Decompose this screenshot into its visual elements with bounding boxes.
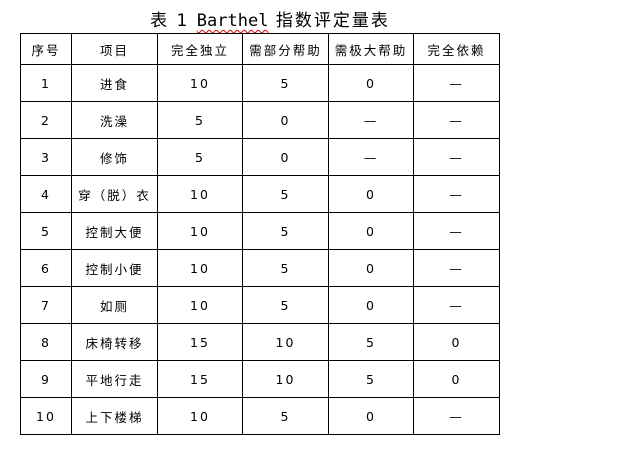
table-cell: 5 <box>157 101 243 139</box>
table-cell: 0 <box>328 249 414 287</box>
table-cell: — <box>413 286 500 324</box>
table-cell: 10 <box>157 64 243 102</box>
table-cell: 10 <box>157 175 243 213</box>
table-cell: 0 <box>413 323 500 361</box>
table-cell: 5 <box>328 360 414 398</box>
table-cell: — <box>413 101 500 139</box>
table-cell: 5 <box>242 397 329 435</box>
table-cell: 0 <box>328 397 414 435</box>
table-cell: — <box>413 397 500 435</box>
table-cell: 10 <box>157 212 243 250</box>
title-barthel: Barthel <box>196 11 269 31</box>
table-cell: 0 <box>242 101 329 139</box>
table-cell: 10 <box>242 360 329 398</box>
table-cell: — <box>413 249 500 287</box>
table-cell: 穿（脱）衣 <box>71 175 158 213</box>
table-row: 9 平地行走 15 10 5 0 <box>20 360 500 398</box>
table-cell: 0 <box>413 360 500 398</box>
table-cell: — <box>413 138 500 176</box>
table-row: 8 床椅转移 15 10 5 0 <box>20 323 500 361</box>
column-header: 完全独立 <box>157 33 243 65</box>
table-cell: 8 <box>20 323 72 361</box>
table-row: 7 如厕 10 5 0— <box>20 286 500 324</box>
table-cell: 3 <box>20 138 72 176</box>
table-cell: 控制小便 <box>71 249 158 287</box>
table-cell: — <box>328 101 414 139</box>
table-row: 3 修饰 5 0— — <box>20 138 500 176</box>
table-cell: 5 <box>242 249 329 287</box>
column-header: 需极大帮助 <box>328 33 414 65</box>
table-cell: 10 <box>242 323 329 361</box>
table-cell: 0 <box>242 138 329 176</box>
table-cell: 5 <box>242 64 329 102</box>
table-cell: 上下楼梯 <box>71 397 158 435</box>
table-cell: 5 <box>242 175 329 213</box>
column-header: 需部分帮助 <box>242 33 329 65</box>
table-cell: — <box>413 175 500 213</box>
table-row: 4 穿（脱）衣 10 5 0— <box>20 175 500 213</box>
table-row: 2 洗澡 5 0— — <box>20 101 500 139</box>
table-cell: 10 <box>157 397 243 435</box>
table-cell: 1 <box>20 64 72 102</box>
table-title: 表 1 Barthel 指数评定量表 <box>150 11 390 31</box>
table-cell: 洗澡 <box>71 101 158 139</box>
column-header: 项目 <box>71 33 158 65</box>
table-cell: 10 <box>157 249 243 287</box>
table-cell: 15 <box>157 323 243 361</box>
table-cell: 控制大便 <box>71 212 158 250</box>
table-cell: 0 <box>328 64 414 102</box>
table-cell: 平地行走 <box>71 360 158 398</box>
table-cell: 0 <box>328 286 414 324</box>
table-cell: 6 <box>20 249 72 287</box>
table-cell: — <box>328 138 414 176</box>
table-cell: 如厕 <box>71 286 158 324</box>
barthel-table: 序号 项目 完全独立 需部分帮助 需极大帮助 完全依赖 1 进食 10 5 0—2 洗澡 5 0— —3 修… <box>20 33 500 435</box>
table-cell: 10 <box>157 286 243 324</box>
table-cell: 10 <box>20 397 72 435</box>
table-cell: 5 <box>157 138 243 176</box>
table-cell: 5 <box>328 323 414 361</box>
table-cell: 5 <box>242 212 329 250</box>
table-cell: 修饰 <box>71 138 158 176</box>
table-cell: 进食 <box>71 64 158 102</box>
table-cell: — <box>413 212 500 250</box>
header-row: 序号 项目 完全独立 需部分帮助 需极大帮助 完全依赖 <box>20 33 500 65</box>
table-cell: 床椅转移 <box>71 323 158 361</box>
column-header: 序号 <box>20 33 72 65</box>
table-cell: 0 <box>328 212 414 250</box>
table-row: 1 进食 10 5 0— <box>20 64 500 102</box>
table-cell: 5 <box>20 212 72 250</box>
table-row: 5 控制大便 10 5 0— <box>20 212 500 250</box>
table-row: 6 控制小便 10 5 0— <box>20 249 500 287</box>
table-cell: 5 <box>242 286 329 324</box>
table-cell: 9 <box>20 360 72 398</box>
table-cell: 2 <box>20 101 72 139</box>
table-cell: 7 <box>20 286 72 324</box>
table-cell: 15 <box>157 360 243 398</box>
column-header: 完全依赖 <box>413 33 500 65</box>
table-cell: 4 <box>20 175 72 213</box>
table-cell: 0 <box>328 175 414 213</box>
table-row: 10 上下楼梯 10 5 0— <box>20 397 500 435</box>
table-cell: — <box>413 64 500 102</box>
